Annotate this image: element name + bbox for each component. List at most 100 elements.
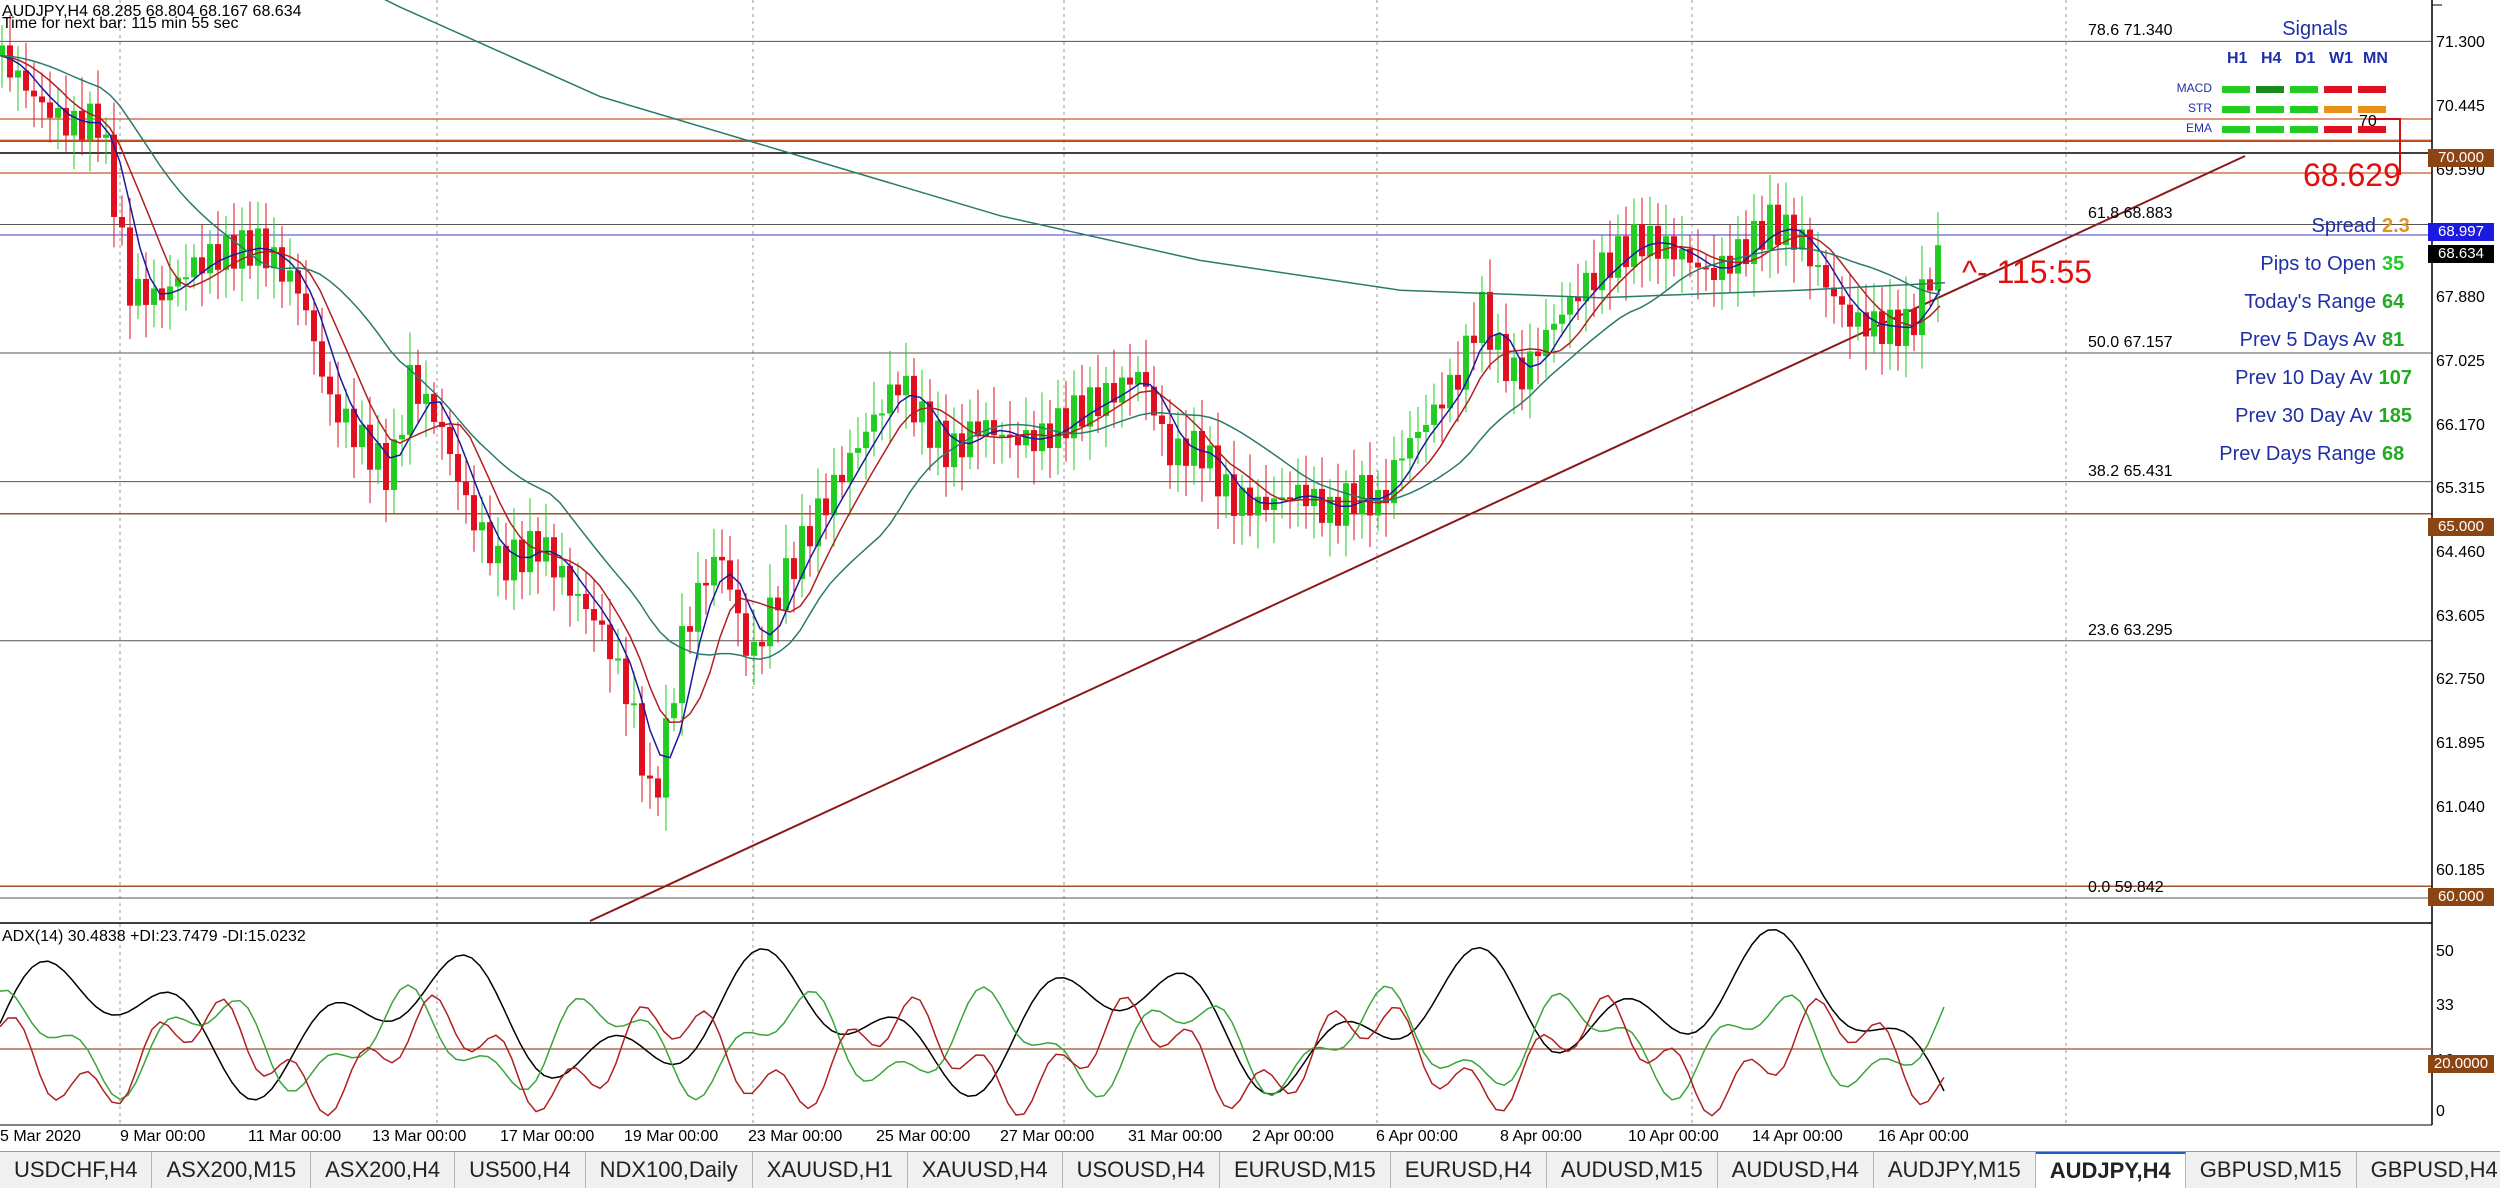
candle-body: [1655, 225, 1661, 259]
symbol-tab[interactable]: USDCHF,H4: [0, 1152, 153, 1188]
candle-body: [1447, 374, 1453, 409]
symbol-tab[interactable]: XAUUSD,H1: [753, 1152, 908, 1188]
level-60-label: 60.000: [2428, 888, 2494, 906]
adx-line: [0, 928, 1945, 1101]
symbol-tab[interactable]: XAUUSD,H4: [908, 1152, 1063, 1188]
fib-label: 78.6 71.340: [2088, 22, 2173, 40]
candle-body: [1319, 488, 1325, 523]
stat-row: Today's Range 64: [2150, 283, 2412, 321]
candle-body: [839, 474, 845, 483]
candle-body: [1247, 487, 1253, 516]
candle-body: [39, 96, 45, 103]
signal-timeframe: D1: [2295, 50, 2316, 67]
candle-body: [1151, 386, 1157, 416]
candle-body: [1935, 245, 1941, 291]
symbol-tab[interactable]: GBPUSD,H4: [2357, 1152, 2500, 1188]
stat-row: Prev Days Range 68: [2150, 435, 2412, 473]
candle-body: [1855, 312, 1861, 327]
candle-body: [1519, 357, 1525, 390]
candle-body: [583, 593, 589, 610]
time-tick: 25 Mar 00:00: [876, 1128, 971, 1145]
candle-body: [759, 641, 765, 647]
symbol-tab[interactable]: GBPUSD,M15: [2186, 1152, 2357, 1188]
moving-averages: [0, 0, 1946, 759]
candle-body: [71, 110, 77, 136]
ema-long-line: [384, 0, 1946, 299]
candle-body: [1511, 357, 1517, 382]
candle-body: [407, 364, 413, 435]
level-70-label: 70.000: [2428, 149, 2494, 167]
vertical-gridlines: [119, 0, 2067, 1125]
candle-body: [1367, 474, 1373, 516]
time-tick: 16 Apr 00:00: [1878, 1128, 1969, 1145]
symbol-tab[interactable]: ASX200,M15: [152, 1152, 312, 1188]
candle-body: [567, 565, 573, 596]
trendline[interactable]: [589, 155, 2246, 922]
candle-body: [591, 609, 597, 621]
stat-value: 81: [2382, 328, 2405, 351]
time-tick: 31 Mar 00:00: [1128, 1128, 1223, 1145]
candle-body: [1703, 267, 1709, 270]
symbol-tab[interactable]: AUDJPY,H4: [2035, 1152, 2186, 1188]
candle-body: [279, 247, 285, 282]
stat-label: Prev 30 Day Av: [2235, 404, 2373, 427]
symbol-tab[interactable]: AUDUSD,M15: [1547, 1152, 1718, 1188]
candle-body: [719, 556, 725, 561]
candle-body: [47, 102, 53, 118]
candle-body: [871, 414, 877, 432]
candle-body: [743, 613, 749, 656]
symbol-tab[interactable]: AUDJPY,M15: [1874, 1152, 2036, 1188]
candle-body: [103, 134, 109, 138]
candle-body: [943, 420, 949, 468]
candle-body: [375, 442, 381, 470]
time-tick: 27 Mar 00:00: [1000, 1128, 1095, 1145]
candle-body: [303, 293, 309, 311]
stat-row: Prev 30 Day Av 185: [2150, 397, 2412, 435]
symbol-tab[interactable]: AUDUSD,H4: [1718, 1152, 1874, 1188]
candle-body: [1647, 225, 1653, 257]
candle-body: [1663, 236, 1669, 259]
symbol-tab[interactable]: ASX200,H4: [311, 1152, 456, 1188]
candle-body: [415, 364, 421, 404]
time-tick: 19 Mar 00:00: [624, 1128, 719, 1145]
candle-body: [983, 420, 989, 437]
candle-body: [1879, 311, 1885, 345]
candle-body: [487, 522, 493, 564]
candle-body: [1415, 432, 1421, 439]
candle-body: [311, 310, 317, 342]
candle-body: [511, 539, 517, 581]
fibonacci-retracement: [0, 40, 2432, 899]
horizontal-levels: [0, 118, 2432, 887]
candle-body: [967, 421, 973, 458]
signal-indicator: [2358, 126, 2386, 133]
fib-label: 50.0 67.157: [2088, 334, 2173, 352]
candle-body: [1303, 484, 1309, 507]
candle-body: [527, 531, 533, 573]
candle-body: [191, 257, 197, 278]
time-tick: 6 Apr 00:00: [1376, 1128, 1458, 1145]
candle-body: [1471, 335, 1477, 343]
symbol-tab[interactable]: USOUSD,H4: [1063, 1152, 1220, 1188]
candle-body: [183, 277, 189, 280]
signal-indicator: [2256, 106, 2284, 113]
price-chart[interactable]: [0, 0, 2500, 1151]
candle-body: [1039, 423, 1045, 452]
candle-body: [447, 427, 453, 455]
symbol-tab[interactable]: NDX100,Daily: [586, 1152, 753, 1188]
candle-body: [807, 526, 813, 547]
fib-label: 38.2 65.431: [2088, 462, 2173, 480]
candle-body: [111, 134, 117, 217]
symbol-tab[interactable]: EURUSD,M15: [1220, 1152, 1391, 1188]
symbol-tab[interactable]: EURUSD,H4: [1391, 1152, 1547, 1188]
signals-panel: Signals H1 H4 D1 W1 MN MACD STR EMA: [2170, 18, 2400, 135]
time-tick: 13 Mar 00:00: [372, 1128, 467, 1145]
candle-body: [271, 247, 277, 269]
candle-body: [367, 424, 373, 470]
candle-body: [383, 442, 389, 490]
symbol-tab[interactable]: US500,H4: [455, 1152, 586, 1188]
candle-body: [1199, 430, 1205, 469]
price-tick: 67.025: [2436, 352, 2485, 370]
candle-body: [1015, 436, 1021, 446]
candle-body: [1919, 279, 1925, 336]
candle-body: [1455, 374, 1461, 390]
